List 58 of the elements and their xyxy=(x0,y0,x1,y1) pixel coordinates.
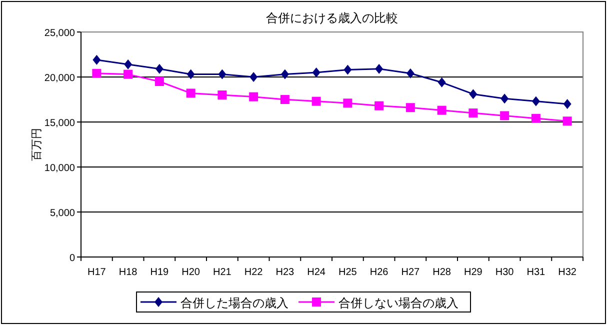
x-tick-label: H17 xyxy=(88,267,106,278)
point xyxy=(531,114,540,123)
point xyxy=(124,70,133,79)
point xyxy=(218,90,227,100)
point xyxy=(375,64,384,74)
y-tick-label: 20,000 xyxy=(44,73,76,84)
point xyxy=(532,96,540,106)
point xyxy=(438,77,446,88)
point xyxy=(249,92,258,102)
point xyxy=(374,101,384,110)
y-tick-label: 10,000 xyxy=(44,163,76,174)
point xyxy=(154,77,164,86)
point xyxy=(155,64,164,74)
y-tick-label: 25,000 xyxy=(44,28,76,39)
point xyxy=(437,106,446,115)
point xyxy=(280,95,290,104)
point xyxy=(250,72,258,82)
point xyxy=(406,103,415,112)
point xyxy=(312,68,320,78)
x-tick-label: H19 xyxy=(150,267,170,278)
point xyxy=(343,98,352,108)
y-tick-label: 0 xyxy=(69,253,76,264)
point xyxy=(469,89,478,100)
x-tick-label: H20 xyxy=(182,267,200,278)
point xyxy=(186,88,196,98)
x-tick-label: H18 xyxy=(118,267,138,278)
point xyxy=(92,68,102,78)
legend-label: 合併した場合の歳入 xyxy=(180,296,288,310)
point xyxy=(218,69,226,80)
x-tick-label: H25 xyxy=(338,267,358,278)
x-tick-label: H26 xyxy=(370,267,389,278)
y-axis-title: 百万円 xyxy=(31,128,43,161)
point xyxy=(500,94,509,104)
point xyxy=(500,111,510,120)
x-tick-label: H29 xyxy=(464,267,483,278)
point xyxy=(344,64,352,75)
point xyxy=(468,108,478,118)
point xyxy=(562,116,572,126)
x-tick-label: H32 xyxy=(558,267,577,278)
point xyxy=(280,69,289,80)
x-tick-label: H23 xyxy=(276,267,295,278)
x-tick-label: H27 xyxy=(401,267,420,278)
x-tick-label: H22 xyxy=(244,267,264,278)
chart-title: 合併における歳入の比較 xyxy=(266,11,398,25)
point xyxy=(186,69,195,80)
x-tick-label: H31 xyxy=(526,267,546,278)
x-tick-label: H24 xyxy=(307,267,326,278)
x-tick-label: H21 xyxy=(213,267,232,278)
x-tick-label: H28 xyxy=(432,267,452,278)
point xyxy=(92,54,101,65)
point xyxy=(124,59,132,70)
y-tick-label: 5,000 xyxy=(50,208,76,219)
point xyxy=(406,68,414,78)
x-tick-label: H30 xyxy=(495,267,514,278)
point xyxy=(563,99,572,109)
point xyxy=(312,96,321,106)
legend-label: 合併しない場合の歳入 xyxy=(338,296,458,310)
y-tick-label: 15,000 xyxy=(44,118,76,129)
